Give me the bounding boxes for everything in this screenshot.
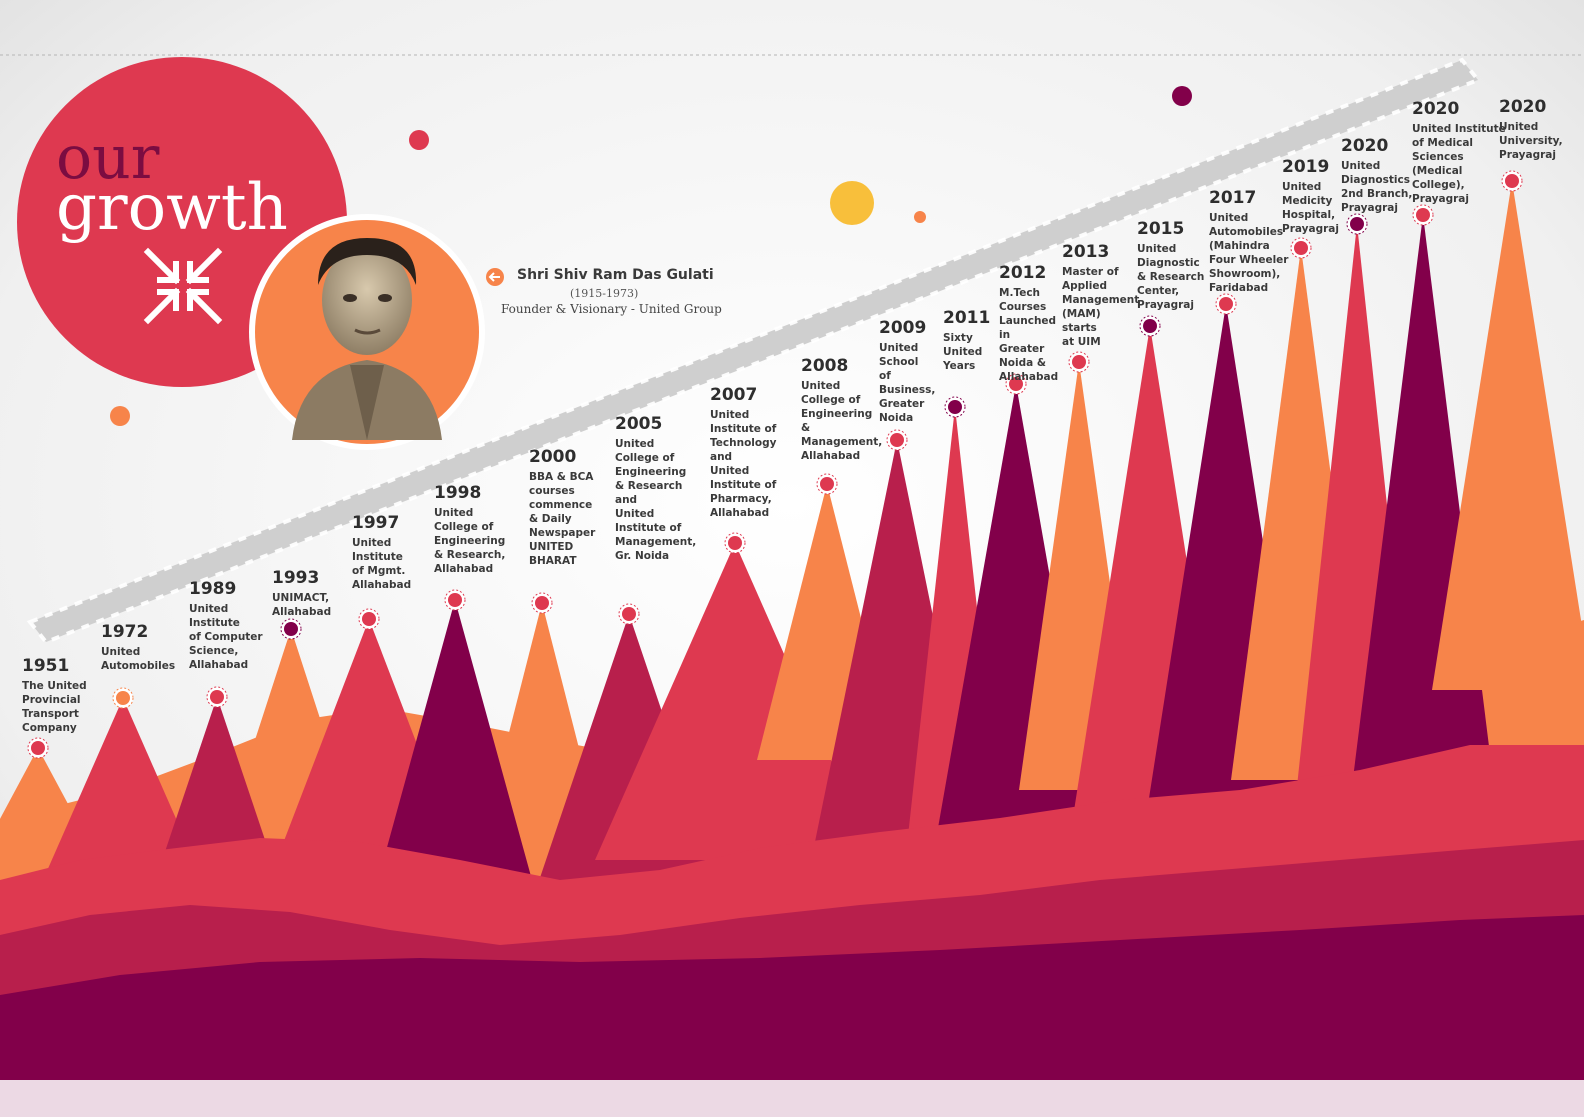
milestone-year: 1951 <box>22 656 70 676</box>
milestone-description: United University, Prayagraj <box>1499 121 1563 161</box>
milestone-dot-12 <box>1009 377 1023 391</box>
decor-dot-orange-tiny <box>914 211 926 223</box>
milestone-year: 2020 <box>1499 97 1547 117</box>
milestone-dot-17 <box>1350 217 1364 231</box>
milestone-description: M.Tech Courses Launched in Greater Noida… <box>999 287 1059 383</box>
milestone-spike-1 <box>43 698 203 880</box>
milestone-description: Sixty United Years <box>943 332 983 372</box>
milestone-dot-3 <box>284 622 298 636</box>
milestone-year: 2019 <box>1282 157 1330 177</box>
milestone-description: The United Provincial Transport Company <box>22 680 87 734</box>
milestone-dot-10 <box>890 433 904 447</box>
milestone-dot-19 <box>1505 174 1519 188</box>
milestone-description: United College of Engineering & Manageme… <box>801 380 883 462</box>
milestone-dot-0 <box>31 741 45 755</box>
milestone-year: 2011 <box>943 308 991 328</box>
founder-name: Shri Shiv Ram Das Gulati <box>517 267 714 283</box>
decor-dot-plum <box>1172 86 1192 106</box>
milestone-dot-4 <box>362 612 376 626</box>
milestone-description: UNIMACT, Allahabad <box>272 592 332 618</box>
milestone-year: 2007 <box>710 385 758 405</box>
milestone-dot-14 <box>1143 319 1157 333</box>
milestone-year: 2017 <box>1209 188 1257 208</box>
milestone-spike-3 <box>255 629 327 740</box>
title-our: our <box>56 123 160 193</box>
milestone-year: 2020 <box>1412 99 1460 119</box>
milestone-description: United Diagnostics 2nd Branch, Prayagraj <box>1341 160 1413 214</box>
milestone-year: 1998 <box>434 483 482 503</box>
milestone-spike-8 <box>595 543 875 860</box>
milestone-description: United Institute of Technology and Unite… <box>710 409 777 519</box>
milestone-year: 1972 <box>101 622 149 642</box>
decor-dot-sun <box>830 181 874 225</box>
milestone-spike-6 <box>502 603 582 760</box>
milestone-dot-8 <box>728 536 742 550</box>
milestone-dot-1 <box>116 691 130 705</box>
milestone-dot-16 <box>1294 241 1308 255</box>
milestone-year: 2005 <box>615 414 663 434</box>
milestone-dot-11 <box>948 400 962 414</box>
milestone-description: United Institute of Medical Sciences (Me… <box>1412 123 1506 205</box>
converge-arrows-icon <box>143 247 223 325</box>
milestone-description: United Institute of Computer Science, Al… <box>189 603 263 671</box>
milestone-description: BBA & BCA courses commence & Daily Newsp… <box>529 471 596 567</box>
milestone-year: 2020 <box>1341 136 1389 156</box>
milestone-description: United College of Engineering & Research… <box>615 438 697 562</box>
milestone-description: United Automobiles (Mahindra Four Wheele… <box>1209 212 1289 294</box>
milestone-year: 1993 <box>272 568 320 588</box>
milestone-markers <box>27 170 1523 759</box>
milestone-year: 2013 <box>1062 242 1110 262</box>
milestone-description: United Medicity Hospital, Prayagraj <box>1282 181 1339 235</box>
base-fade <box>0 1080 1584 1117</box>
milestone-description: Master of Applied Management (MAM) start… <box>1062 266 1140 348</box>
founder-portrait <box>292 238 442 440</box>
left-arrow-glyph <box>488 272 500 282</box>
milestone-dot-2 <box>210 690 224 704</box>
title-growth: growth <box>56 171 288 245</box>
milestone-year: 2008 <box>801 356 849 376</box>
milestone-dot-7 <box>622 607 636 621</box>
milestone-year: 2009 <box>879 318 927 338</box>
milestone-dot-5 <box>448 593 462 607</box>
milestone-description: United School of Business, Greater Noida <box>879 342 936 424</box>
milestone-dot-9 <box>820 477 834 491</box>
milestone-year: 2012 <box>999 263 1047 283</box>
milestone-description: United Diagnostic & Research Center, Pra… <box>1137 243 1205 311</box>
milestone-dot-15 <box>1219 297 1233 311</box>
founder-years: (1915-1973) <box>570 287 639 300</box>
milestone-description: United Automobiles <box>101 646 176 672</box>
milestone-description: United Institute of Mgmt. Allahabad <box>352 537 412 591</box>
milestone-year: 1989 <box>189 579 237 599</box>
decor-dot-orange-small <box>110 406 130 426</box>
decor-dot-crimson <box>409 130 429 150</box>
milestone-spike-19 <box>1432 181 1584 690</box>
milestone-year: 2015 <box>1137 219 1185 239</box>
base-ground <box>0 915 1584 1117</box>
milestone-year: 1997 <box>352 513 400 533</box>
milestone-year: 2000 <box>529 447 577 467</box>
founder-role: Founder & Visionary - United Group <box>501 302 722 316</box>
milestone-dot-13 <box>1072 355 1086 369</box>
milestone-dot-18 <box>1416 208 1430 222</box>
milestone-spike-0 <box>0 748 82 830</box>
milestone-dot-6 <box>535 596 549 610</box>
growth-band-stripes <box>26 57 1482 645</box>
milestone-description: United College of Engineering & Research… <box>434 507 506 575</box>
growth-band <box>30 60 1478 642</box>
